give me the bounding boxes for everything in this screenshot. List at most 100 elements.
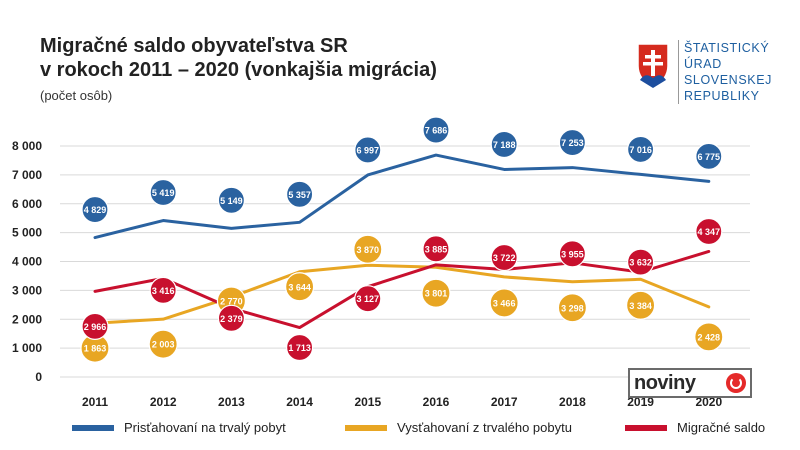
x-axis: 2011 2012 2013 2014 2015 2016 2017 2018 2019 2020: [82, 395, 722, 409]
slovak-coat-of-arms-icon: [637, 43, 669, 89]
data-label: 3 801: [425, 289, 448, 299]
x-tick-label: 2014: [286, 395, 313, 409]
x-tick-label: 2017: [491, 395, 518, 409]
data-point-marker: [695, 217, 723, 246]
data-label: 2 966: [84, 322, 107, 332]
logo-line-4: REPUBLIKY: [684, 89, 760, 103]
data-point-marker: [558, 128, 587, 157]
chart-legend: Prisťahovaní na trvalý pobyt Vysťahovaní…: [0, 420, 800, 442]
data-label: 5 357: [288, 190, 311, 200]
x-tick-label: 2015: [354, 395, 381, 409]
data-label: 2 428: [698, 332, 721, 342]
data-label: 1 863: [84, 344, 107, 354]
legend-label-net-migration: Migračné saldo: [677, 420, 766, 435]
data-point-marker: [354, 285, 382, 313]
data-point-marker: [354, 136, 382, 164]
x-tick-label: 2018: [559, 395, 586, 409]
data-label: 3 722: [493, 253, 516, 263]
data-label: 4 829: [84, 205, 107, 215]
data-label: 5 149: [220, 196, 243, 206]
data-point-marker: [490, 130, 518, 159]
data-point-marker: [694, 322, 724, 352]
data-point-marker: [286, 180, 314, 208]
legend-swatch-net-migration: [625, 424, 667, 431]
x-tick-label: 2013: [218, 395, 245, 409]
data-point-marker: [217, 186, 245, 214]
logo-line-2: ÚRAD: [684, 57, 722, 71]
x-tick-label: 2016: [423, 395, 450, 409]
data-point-marker: [353, 234, 383, 264]
data-label: 7 686: [425, 126, 448, 136]
data-point-marker: [489, 288, 519, 318]
data-point-marker: [422, 235, 450, 263]
noviny-badge: noviny: [628, 368, 752, 398]
legend-swatch-immigrants: [72, 424, 114, 431]
data-point-marker: [422, 116, 450, 144]
data-point-marker: [626, 248, 655, 276]
data-label: 7 253: [561, 138, 584, 148]
data-label: 3 466: [493, 298, 516, 308]
legend-label-immigrants: Prisťahovaní na trvalý pobyt: [124, 420, 286, 435]
data-point-marker: [558, 240, 587, 268]
series-lines: [93, 153, 711, 330]
x-tick-label: 2012: [150, 395, 177, 409]
data-point-marker: [81, 195, 109, 224]
x-tick-label: 2019: [627, 395, 654, 409]
data-label: 2 379: [220, 314, 243, 324]
data-point-marker: [557, 293, 588, 323]
data-point-marker: [285, 272, 315, 302]
chart-title-line-1: Migračné saldo obyvateľstva SR: [40, 35, 348, 57]
chart-subtitle: (počet osôb): [40, 88, 113, 103]
data-label: 3 644: [288, 282, 311, 292]
data-label: 3 870: [357, 245, 380, 255]
y-tick-label: 5 000: [12, 226, 42, 240]
data-label: 3 416: [152, 286, 175, 296]
legend-item-net-migration: Migračné saldo: [625, 420, 765, 435]
data-label: 3 384: [629, 301, 652, 311]
logo-text: ŠTATISTICKÝ ÚRAD SLOVENSKEJ REPUBLIKY: [684, 40, 772, 104]
y-tick-label: 0: [35, 370, 42, 384]
legend-item-emigrants: Vysťahovaní z trvalého pobytu: [345, 420, 572, 435]
data-point-marker: [625, 290, 656, 320]
logo-divider: [678, 40, 679, 104]
data-label: 6 997: [357, 145, 380, 155]
data-point-marker: [490, 243, 518, 272]
data-label: 4 347: [698, 227, 721, 237]
data-label: 3 632: [629, 258, 652, 268]
chart-title: Migračné saldo obyvateľstva SR v rokoch …: [40, 34, 437, 82]
data-label: 3 298: [561, 303, 584, 313]
noviny-badge-text: noviny: [634, 371, 696, 394]
data-point-marker: [149, 276, 177, 304]
logo-line-1: ŠTATISTICKÝ: [684, 41, 770, 55]
data-point-marker: [695, 142, 723, 170]
data-point-marker: [81, 312, 109, 340]
y-tick-label: 8 000: [12, 139, 42, 153]
legend-swatch-emigrants: [345, 424, 387, 431]
data-point-marker: [148, 329, 178, 359]
x-tick-label: 2011: [82, 395, 108, 409]
data-point-marker: [626, 135, 655, 164]
data-point-marker: [286, 333, 314, 362]
series-line: [93, 153, 711, 240]
line-chart: 0 1 000 2 000 3 000 4 000 5 000 6 000 7 000 8 00…: [12, 116, 750, 409]
legend-label-emigrants: Vysťahovaní z trvalého pobytu: [397, 420, 572, 435]
y-tick-label: 1 000: [12, 341, 42, 355]
logo-line-3: SLOVENSKEJ: [684, 73, 772, 87]
data-label: 7 016: [629, 145, 652, 155]
noviny-logo-icon: [726, 373, 746, 393]
data-label: 3 127: [357, 294, 380, 304]
y-tick-label: 2 000: [12, 312, 42, 326]
series-line: [93, 249, 711, 330]
data-label: 6 775: [698, 152, 721, 162]
data-labels: 4 829 5 419 5 149 5 357 6 997 7 686 7 188 7 253…: [80, 116, 724, 363]
data-point-marker: [217, 304, 245, 332]
data-label: 7 188: [493, 140, 516, 150]
chart-title-line-2: v rokoch 2011 – 2020 (vonkajšia migrácia…: [40, 59, 437, 81]
y-tick-label: 6 000: [12, 197, 42, 211]
data-label: 5 419: [152, 188, 175, 198]
data-label: 2 003: [152, 340, 175, 350]
legend-item-immigrants: Prisťahovaní na trvalý pobyt: [72, 420, 286, 435]
x-tick-label: 2020: [695, 395, 722, 409]
statistical-office-logo: ŠTATISTICKÝ ÚRAD SLOVENSKEJ REPUBLIKY: [636, 40, 786, 108]
y-axis: 0 1 000 2 000 3 000 4 000 5 000 6 000 7 000 8 00…: [12, 139, 42, 384]
